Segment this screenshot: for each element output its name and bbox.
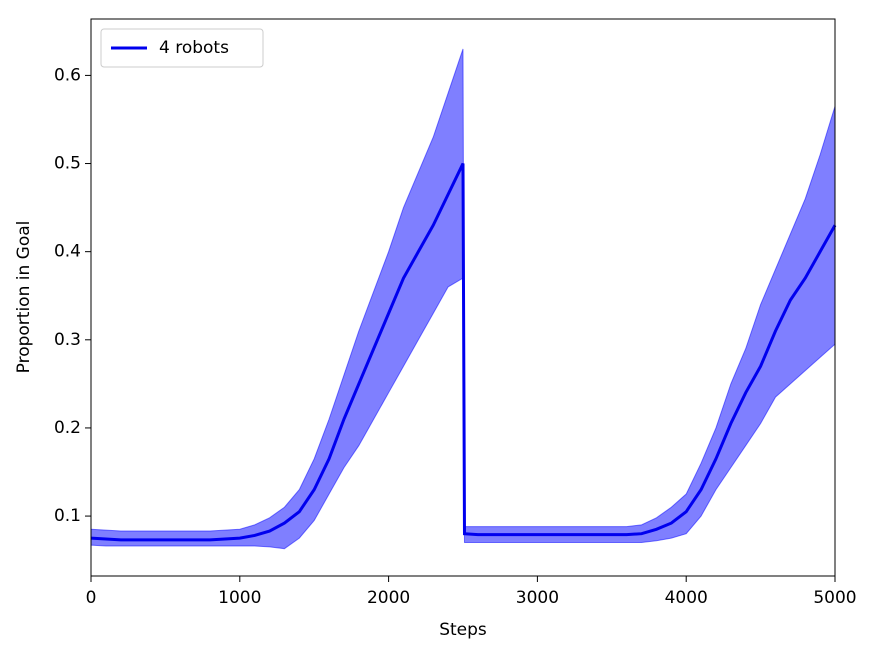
legend-box [100,28,264,68]
y-tick-label: 0.4 [54,242,81,262]
y-axis-label: Proportion in Goal [14,221,34,374]
x-tick-label: 4000 [665,588,708,608]
y-tick-label: 0.3 [54,330,81,350]
x-tick-label: 1000 [218,588,261,608]
legend-label: 4 robots [159,38,229,58]
x-axis-label: Steps [439,620,487,640]
x-tick-label: 2000 [367,588,410,608]
x-tick-label: 3000 [516,588,559,608]
y-tick-label: 0.5 [54,154,81,174]
plot-frame [90,18,836,577]
y-tick-label: 0.6 [54,65,81,85]
line [90,162,837,542]
x-tick-label: 0 [86,588,97,608]
x-tick-label: 5000 [813,588,856,608]
y-tick-label: 0.1 [54,506,81,526]
y-tick-label: 0.2 [54,418,81,438]
